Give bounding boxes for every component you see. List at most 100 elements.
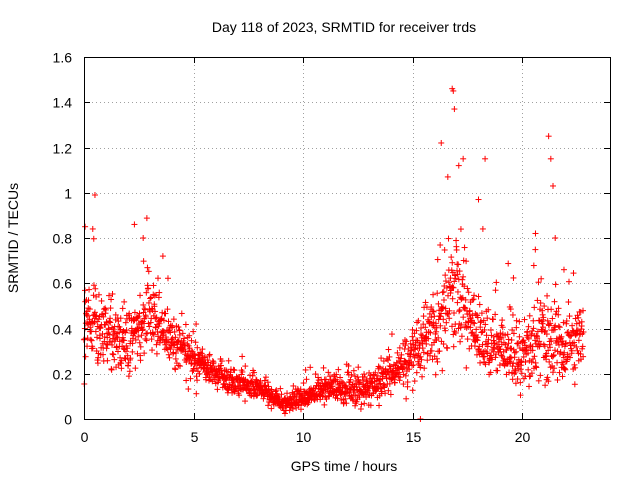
y-tick-label: 0.4 [53, 322, 73, 338]
data-point [419, 345, 426, 352]
data-point [123, 327, 130, 334]
data-point [526, 312, 533, 319]
data-point [205, 359, 212, 366]
data-point [121, 298, 128, 305]
data-point [302, 366, 309, 373]
data-point [387, 391, 394, 398]
x-tick-label: 15 [406, 429, 422, 445]
data-point [260, 395, 267, 402]
data-point [251, 369, 258, 376]
data-point [433, 328, 440, 335]
data-point [432, 371, 439, 378]
data-point [422, 324, 429, 331]
data-point [428, 304, 435, 311]
data-point [126, 310, 133, 317]
data-point [156, 320, 163, 327]
data-point [190, 350, 197, 357]
data-point [188, 347, 195, 354]
data-point [461, 283, 468, 290]
data-point [295, 402, 302, 409]
data-point [457, 226, 464, 233]
data-point [458, 333, 465, 340]
data-point [456, 307, 463, 314]
data-point [144, 264, 151, 271]
data-point [84, 312, 91, 319]
data-point [376, 364, 383, 371]
data-point [102, 306, 109, 313]
data-point [409, 387, 416, 394]
data-point [217, 365, 224, 372]
data-point [305, 399, 312, 406]
data-point [449, 259, 456, 266]
data-point [132, 365, 139, 372]
data-point [441, 246, 448, 253]
data-point [164, 275, 171, 282]
data-point [82, 223, 89, 230]
data-point [352, 400, 359, 407]
data-point [195, 368, 202, 375]
data-point [99, 310, 106, 317]
data-point [388, 331, 395, 338]
data-point [385, 346, 392, 353]
data-point [571, 381, 578, 388]
data-point [556, 369, 563, 376]
data-point [430, 291, 437, 298]
data-point [151, 292, 158, 299]
data-point [178, 310, 185, 317]
data-point [172, 334, 179, 341]
data-point [555, 323, 562, 330]
data-point [417, 364, 424, 371]
data-point [125, 373, 132, 380]
data-point [304, 401, 311, 408]
data-point [439, 367, 446, 374]
data-point [379, 373, 386, 380]
x-tick-label: 5 [191, 429, 199, 445]
data-point [356, 380, 363, 387]
data-point [398, 351, 405, 358]
data-point [337, 374, 344, 381]
data-point [172, 355, 179, 362]
data-point [437, 241, 444, 248]
data-point [150, 331, 157, 338]
data-point [86, 306, 93, 313]
data-point [397, 355, 404, 362]
data-point [257, 378, 264, 385]
data-point [542, 382, 549, 389]
data-point [122, 319, 129, 326]
data-point [247, 372, 254, 379]
data-point [380, 358, 387, 365]
data-point [445, 311, 452, 318]
data-point [148, 336, 155, 343]
data-point [421, 365, 428, 372]
data-point [517, 379, 524, 386]
data-point [347, 376, 354, 383]
data-point [433, 355, 440, 362]
data-point [152, 308, 159, 315]
data-point [84, 343, 91, 350]
data-point [107, 319, 114, 326]
data-point [325, 369, 332, 376]
data-point [454, 299, 461, 306]
data-point [345, 362, 352, 369]
data-point [129, 348, 136, 355]
data-point [531, 353, 538, 360]
data-point [197, 349, 204, 356]
data-point [538, 275, 545, 282]
data-point [478, 318, 485, 325]
data-point [320, 364, 327, 371]
data-point [265, 387, 272, 394]
data-point [131, 309, 138, 316]
data-point [249, 372, 256, 379]
data-point [403, 395, 410, 402]
data-point [167, 329, 174, 336]
data-point [156, 339, 163, 346]
data-point [82, 353, 89, 360]
data-point [108, 296, 115, 303]
data-point [262, 374, 269, 381]
data-point [335, 366, 342, 373]
data-point [279, 404, 286, 411]
data-point [356, 394, 363, 401]
data-point [548, 306, 555, 313]
data-point [312, 385, 319, 392]
